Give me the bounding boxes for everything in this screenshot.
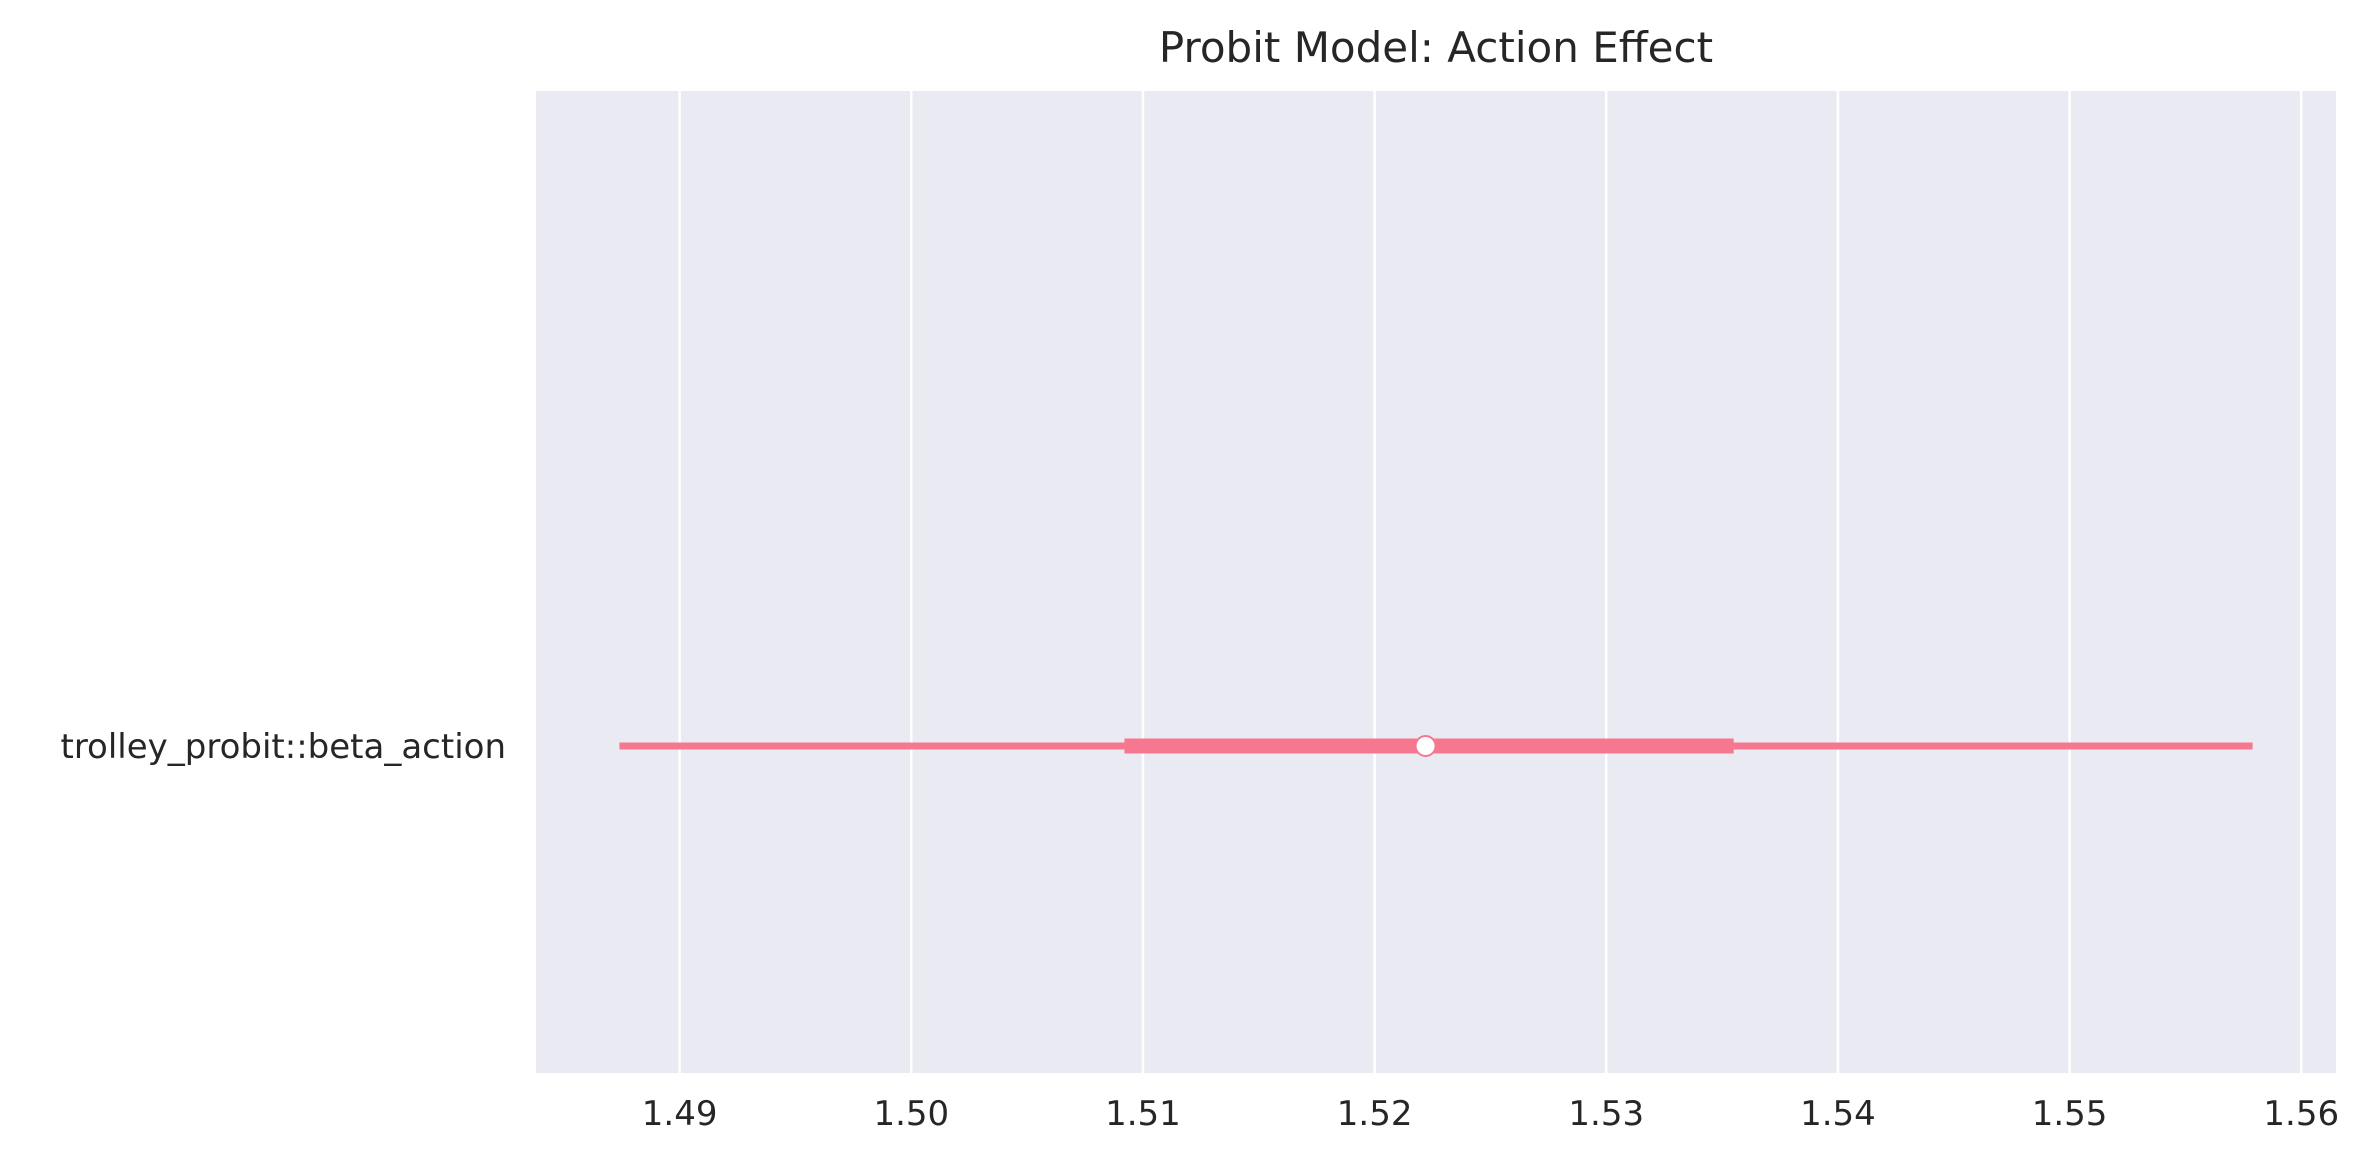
x-tick-label: 1.56: [2263, 1094, 2339, 1134]
x-tick-label: 1.53: [1568, 1094, 1644, 1134]
y-category-label: trolley_probit::beta_action: [60, 727, 506, 767]
x-tick-label: 1.54: [1800, 1094, 1876, 1134]
x-tick-labels: 1.49 1.50 1.51 1.52 1.53 1.54 1.55 1.56: [642, 1094, 2339, 1134]
chart-title: Probit Model: Action Effect: [1159, 23, 1713, 72]
y-category-labels: trolley_probit::beta_action: [60, 727, 506, 767]
x-tick-label: 1.52: [1337, 1094, 1413, 1134]
grid-lines: [678, 91, 2303, 1073]
point-estimate-marker: [1414, 735, 1437, 757]
interval-marks: [619, 735, 2253, 757]
plot-background: [536, 91, 2336, 1073]
x-tick-label: 1.51: [1105, 1094, 1181, 1134]
x-tick-label: 1.49: [642, 1094, 718, 1134]
x-tick-label: 1.50: [873, 1094, 949, 1134]
x-tick-label: 1.55: [2032, 1094, 2108, 1134]
